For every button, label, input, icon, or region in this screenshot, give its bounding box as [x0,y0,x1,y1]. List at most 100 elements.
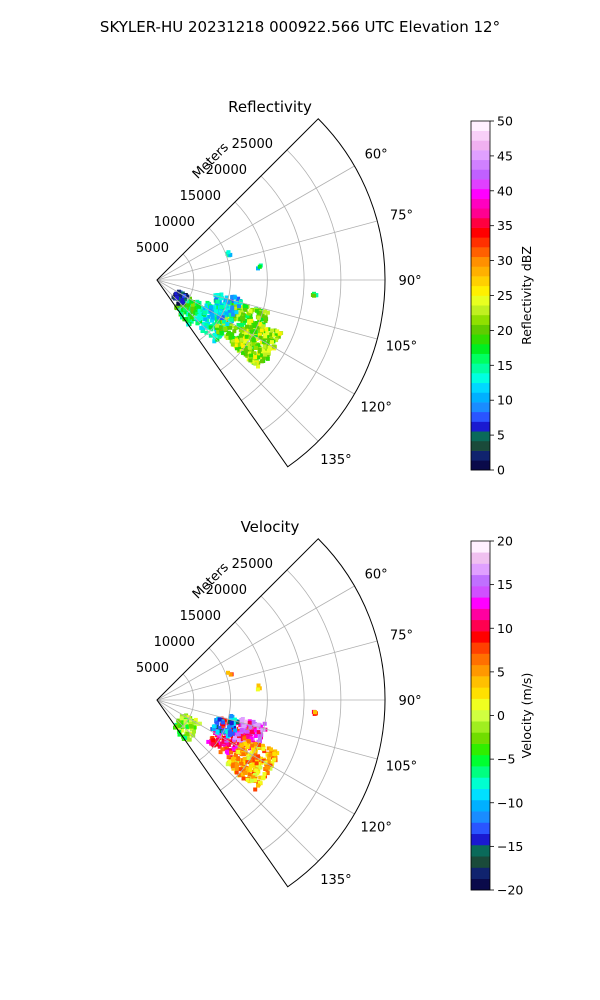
echo-gate [261,746,266,751]
echo-gate [239,719,244,724]
echo-gate [249,353,254,358]
echo-gate [175,304,180,309]
azimuth-line [156,699,319,862]
echo-gate [214,742,219,747]
colorbar-level [471,343,490,354]
echo-gate [238,299,243,304]
colorbar-level [471,721,490,733]
echo-gate [257,264,262,269]
colorbar-level [471,597,490,609]
echo-gate [225,336,230,340]
echo-gate [262,344,267,349]
echo-gate [229,748,234,753]
polar-grid [156,149,385,442]
echo-gate [210,742,215,747]
azimuth-tick-label: 90° [399,274,422,289]
echo-gate [260,353,265,358]
echo-gate [256,783,260,788]
echo-gate [275,329,280,334]
echo-gate [253,742,258,746]
range-ring [262,569,342,851]
echo-gate [228,312,233,317]
echo-gate [268,753,273,758]
echo-gate [234,745,239,750]
echo-gate [182,296,187,301]
echo-gate [234,766,239,771]
echo-gate [226,300,231,305]
range-tick-label: 5000 [136,661,169,676]
echo-gate [243,352,248,357]
echo-gate [267,345,272,350]
range-tick-label: 25000 [232,557,273,572]
echo-gate [262,749,267,754]
echo-gate [229,750,234,755]
echo-gate [199,316,204,320]
echo-gate [249,754,253,759]
azimuth-line [156,279,319,442]
echo-gate [252,773,257,777]
echo-gate [176,289,181,294]
colorbar-tick-label: 10 [497,621,513,636]
range-ring [220,621,268,791]
echo-gate [208,333,213,338]
colorbar: −20 −15 −10 −5 0 5 10 15 20 Velocity (m/s) [470,534,534,898]
echo-gate [262,772,267,776]
echo-gate [261,355,266,360]
colorbar-level [471,353,490,364]
echo-gate [265,331,270,336]
echo-gate [233,343,238,348]
echo-gate [176,718,181,723]
echo-gate [256,343,261,348]
echo-gate [257,347,262,352]
azimuth-tick-label: 75° [390,628,413,643]
colorbar-level [471,256,490,267]
azimuth-line [156,640,378,701]
echo-gate [263,352,268,357]
colorbar-level [471,382,490,393]
echo-gate [246,354,251,358]
echo-gate [261,349,265,354]
echo-field [173,670,318,792]
echo-gate [252,753,257,758]
echo-gate [247,345,252,350]
colorbar-level [471,754,490,767]
echo-gate [206,314,211,319]
echo-gate [253,722,258,727]
echo-gate [228,325,233,330]
echo-gate [260,314,265,318]
echo-gate [228,723,233,728]
colorbar-level [471,664,490,677]
echo-gate [263,309,268,314]
colorbar-tick-label: 10 [497,393,513,408]
echo-gate [246,342,251,347]
echo-gate [222,717,227,722]
echo-gate [243,348,248,353]
echo-gate [258,775,263,780]
colorbar-level [471,642,490,654]
azimuth-tick-label: 90° [399,694,422,709]
echo-gate [187,737,192,742]
colorbar-level [471,208,490,219]
echo-gate [259,359,264,364]
echo-gate [210,309,215,314]
echo-gate [233,302,238,307]
echo-gate [263,315,268,320]
colorbar-level [471,159,490,170]
echo-gate [234,770,239,775]
echo-gate [232,725,237,730]
range-ring [198,227,231,341]
echo-gate [192,729,196,734]
echo-gate [240,772,245,777]
range-tick-label: 10000 [154,635,195,650]
echo-gate [195,321,200,326]
echo-gate [187,316,191,321]
echo-gate [244,334,249,339]
echo-gate [242,760,247,765]
colorbar-tick-label: 0 [497,463,505,478]
echo-gate [248,768,253,772]
echo-gate [174,291,179,296]
echo-gate [233,326,238,331]
colorbar-level [471,867,490,880]
echo-gate [230,294,235,299]
echo-gate [227,759,232,764]
